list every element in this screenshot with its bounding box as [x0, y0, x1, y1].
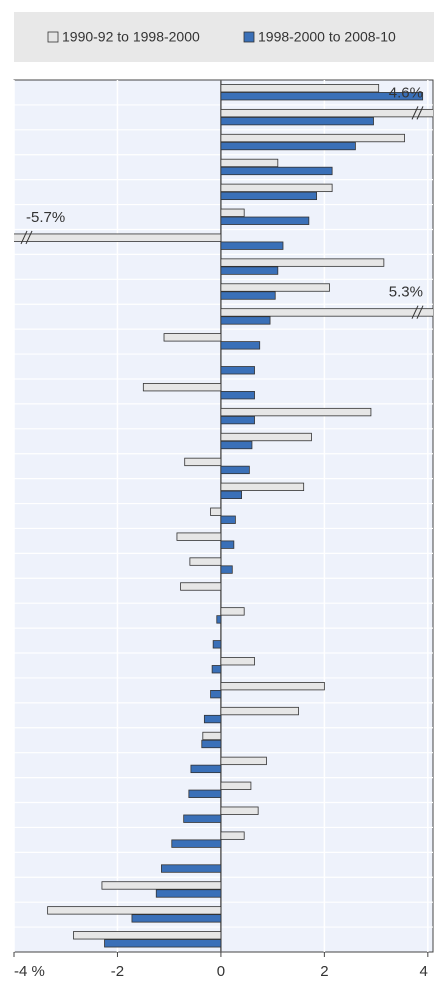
bar — [183, 814, 222, 823]
bars — [14, 84, 433, 948]
bar — [171, 839, 222, 848]
bar — [201, 739, 222, 749]
bar — [220, 432, 312, 442]
bar — [180, 582, 222, 591]
bar — [220, 283, 330, 292]
bar — [184, 457, 222, 467]
x-tick-label: -4 % — [14, 963, 45, 980]
bar — [47, 906, 222, 915]
bar — [220, 482, 305, 491]
bar — [161, 864, 222, 873]
x-tick-label: 2 — [320, 963, 328, 980]
bar — [220, 166, 333, 176]
bar — [220, 84, 380, 93]
bar — [163, 333, 222, 342]
bar — [220, 565, 233, 574]
legend-swatch — [243, 31, 255, 43]
bar — [220, 706, 299, 716]
break-mark — [416, 106, 424, 120]
value-label: -5.7% — [26, 209, 65, 226]
bar — [220, 465, 250, 475]
legend-swatch — [47, 31, 59, 43]
value-label: 5.3% — [389, 284, 423, 301]
bar — [210, 690, 222, 699]
x-tick-label: 4 — [419, 963, 427, 980]
break-mark — [20, 230, 28, 245]
legend-box — [14, 12, 434, 62]
bar — [73, 931, 222, 940]
bar — [190, 764, 222, 774]
bar — [14, 233, 222, 242]
bar — [189, 557, 222, 566]
bar — [220, 756, 267, 766]
bar — [101, 881, 222, 890]
bar — [155, 889, 222, 898]
bar — [220, 831, 245, 840]
bar — [220, 341, 261, 350]
bar — [104, 939, 222, 948]
bar — [203, 714, 222, 724]
break-mark — [411, 305, 419, 319]
legend-label: 1998-2000 to 2008-10 — [258, 29, 396, 45]
bar — [220, 316, 271, 325]
bar — [216, 615, 222, 624]
bar — [220, 490, 243, 499]
x-tick-label: -2 — [111, 963, 124, 980]
bar — [220, 407, 372, 417]
bar — [220, 116, 374, 126]
bar — [220, 308, 433, 317]
bar — [220, 266, 279, 275]
break-mark — [411, 106, 419, 120]
legend-label: 1990-92 to 1998-2000 — [62, 29, 200, 45]
bar — [220, 158, 279, 168]
bar — [220, 108, 433, 118]
bar — [210, 507, 222, 516]
bar — [220, 415, 255, 425]
break-mark — [25, 230, 33, 245]
bar — [220, 682, 325, 691]
bar — [220, 540, 235, 549]
bar — [220, 515, 236, 524]
bar — [176, 532, 222, 541]
break-mark — [416, 305, 424, 319]
bar — [220, 366, 255, 375]
x-tick-label: 0 — [217, 963, 225, 980]
bar — [220, 141, 356, 151]
bar — [220, 391, 255, 400]
value-label: 4.6% — [389, 84, 423, 101]
bar — [220, 133, 405, 143]
bar — [220, 191, 318, 201]
bar — [220, 183, 333, 193]
bar — [142, 383, 222, 392]
bar — [220, 781, 252, 790]
bar — [220, 216, 310, 225]
bar — [212, 640, 222, 649]
bar — [220, 92, 424, 101]
bar — [131, 914, 222, 923]
bar — [220, 440, 253, 450]
bar — [220, 291, 276, 300]
bar — [220, 657, 255, 666]
bar — [220, 607, 245, 616]
bar — [220, 806, 259, 815]
bar — [211, 665, 222, 674]
bar — [220, 241, 284, 250]
bar — [188, 789, 222, 798]
bar — [220, 258, 385, 267]
bar — [220, 208, 245, 217]
bar — [202, 731, 222, 741]
